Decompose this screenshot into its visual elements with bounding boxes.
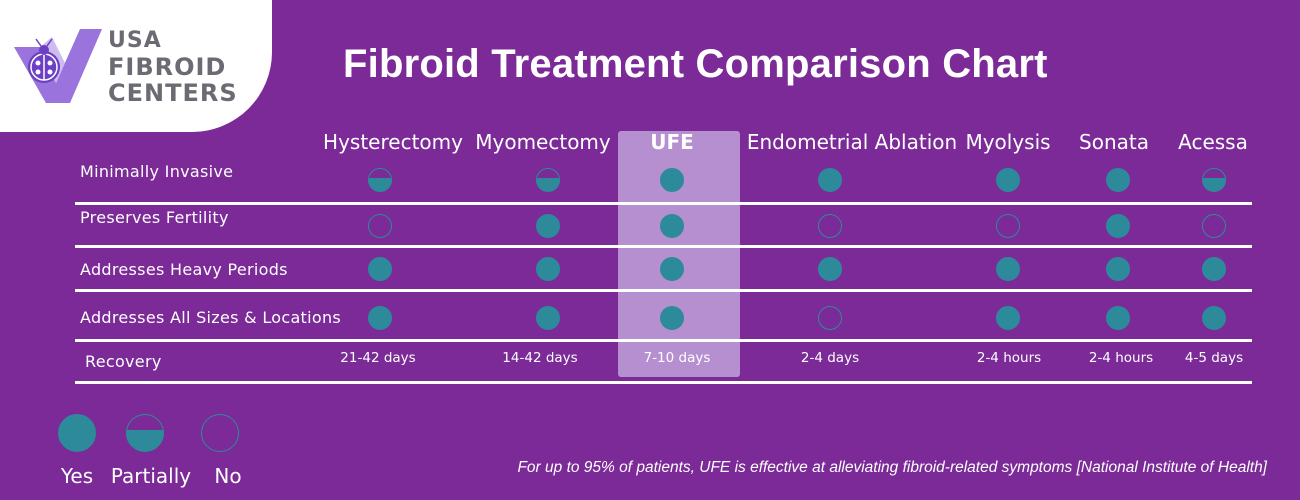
status-dot-no-icon: [1202, 214, 1226, 238]
row-divider: [75, 289, 1252, 292]
status-dot-yes-icon: [996, 168, 1020, 192]
row-divider: [75, 245, 1252, 248]
status-dot-partial-icon: [1202, 168, 1226, 192]
column-header-myomectomy: Myomectomy: [475, 130, 611, 154]
logo-text-usa: USA: [108, 28, 162, 53]
legend-yes-icon: [58, 414, 96, 452]
legend-label-no: No: [214, 464, 242, 488]
page-title: Fibroid Treatment Comparison Chart: [343, 42, 1048, 86]
row-label-minimally-invasive: Minimally Invasive: [80, 162, 234, 181]
status-dot-partial-icon: [368, 168, 392, 192]
row-label-recovery: Recovery: [85, 352, 162, 371]
status-dot-yes-icon: [536, 257, 560, 281]
status-dot-partial-icon: [536, 168, 560, 192]
status-dot-yes-icon: [1106, 168, 1130, 192]
column-header-ufe: UFE: [650, 130, 694, 154]
ladybug-logo-icon: [14, 29, 102, 103]
status-dot-yes-icon: [660, 168, 684, 192]
status-dot-no-icon: [368, 214, 392, 238]
status-dot-yes-icon: [1106, 306, 1130, 330]
legend-label-yes: Yes: [60, 464, 94, 488]
legend-partial-icon: [126, 414, 164, 452]
row-divider: [75, 339, 1252, 342]
status-dot-yes-icon: [818, 168, 842, 192]
status-dot-yes-icon: [536, 306, 560, 330]
row-label-preserves-fertility: Preserves Fertility: [80, 208, 229, 227]
column-header-myolysis: Myolysis: [965, 130, 1051, 154]
column-header-acessa: Acessa: [1178, 130, 1248, 154]
status-dot-yes-icon: [660, 306, 684, 330]
recovery-value-acessa: 4-5 days: [1184, 350, 1244, 366]
status-dot-yes-icon: [1106, 214, 1130, 238]
logo-panel: USA FIBROID CENTERS: [0, 0, 272, 132]
status-dot-yes-icon: [536, 214, 560, 238]
status-dot-yes-icon: [1106, 257, 1130, 281]
recovery-value-endometrial-ablation: 2-4 days: [800, 350, 860, 366]
status-dot-yes-icon: [368, 306, 392, 330]
status-dot-yes-icon: [660, 214, 684, 238]
status-dot-no-icon: [996, 214, 1020, 238]
status-dot-yes-icon: [368, 257, 392, 281]
status-dot-yes-icon: [660, 257, 684, 281]
row-divider: [75, 202, 1252, 205]
logo-text-centers: CENTERS: [108, 79, 238, 107]
recovery-value-hysterectomy: 21-42 days: [340, 350, 416, 366]
status-dot-yes-icon: [818, 257, 842, 281]
status-dot-yes-icon: [1202, 306, 1226, 330]
recovery-value-myolysis: 2-4 hours: [976, 350, 1042, 366]
status-dot-yes-icon: [996, 306, 1020, 330]
row-label-all-sizes-locations: Addresses All Sizes & Locations: [80, 308, 342, 327]
row-divider: [75, 381, 1252, 384]
row-label-heavy-periods: Addresses Heavy Periods: [80, 260, 288, 279]
recovery-value-myomectomy: 14-42 days: [502, 350, 578, 366]
status-dot-no-icon: [818, 306, 842, 330]
column-header-sonata: Sonata: [1079, 130, 1149, 154]
status-dot-yes-icon: [1202, 257, 1226, 281]
legend-label-partially: Partially: [110, 464, 192, 488]
column-header-hysterectomy: Hysterectomy: [323, 130, 463, 154]
status-dot-yes-icon: [996, 257, 1020, 281]
column-header-endometrial-ablation: Endometrial Ablation: [746, 130, 958, 154]
status-dot-no-icon: [818, 214, 842, 238]
legend-no-icon: [201, 414, 239, 452]
recovery-value-ufe: 7-10 days: [643, 350, 711, 366]
logo-text-fibroid: FIBROID: [108, 53, 227, 81]
footnote: For up to 95% of patients, UFE is effect…: [517, 459, 1267, 476]
recovery-value-sonata: 2-4 hours: [1088, 350, 1154, 366]
